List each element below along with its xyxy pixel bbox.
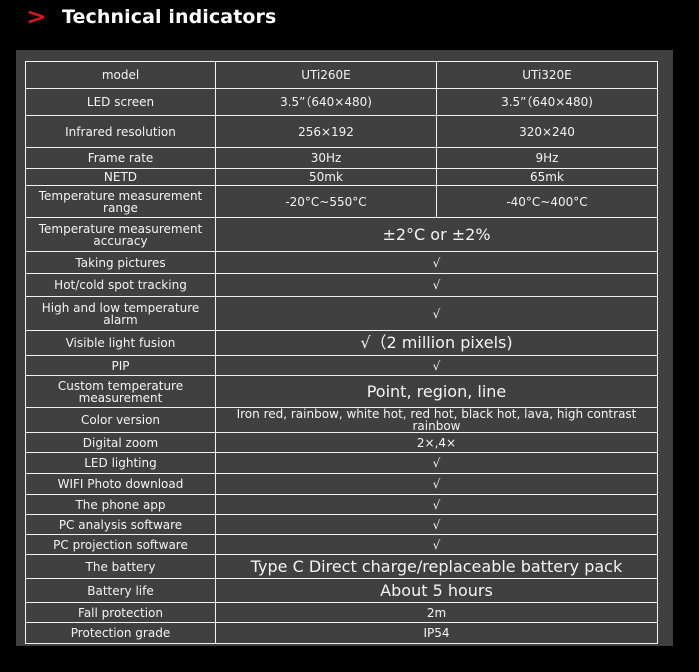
spec-value-uti260e: UTi260E	[215, 61, 437, 89]
spec-value-uti260e: 3.5”（640×480)	[215, 88, 437, 116]
spec-label: Protection grade	[25, 622, 216, 644]
table-row: PC analysis software √	[25, 514, 658, 535]
spec-label: Custom temperature measurement	[25, 375, 216, 408]
spec-label: Visible light fusion	[25, 330, 216, 356]
table-row: The battery Type C Direct charge/replacea…	[25, 554, 658, 579]
table-row: Battery life About 5 hours	[25, 578, 658, 603]
spec-value: ±2°C or ±2%	[215, 217, 658, 252]
spec-label: model	[25, 61, 216, 89]
spec-value: √	[215, 473, 658, 495]
spec-label: Digital zoom	[25, 432, 216, 453]
spec-value: IP54	[215, 622, 658, 644]
table-row: model UTi260E UTi320E	[25, 61, 658, 89]
table-row: Hot/cold spot tracking √	[25, 273, 658, 297]
spec-label: PC analysis software	[25, 514, 216, 535]
spec-value: √	[215, 251, 658, 274]
spec-label: LED screen	[25, 88, 216, 116]
spec-value: Point, region, line	[215, 375, 658, 408]
spec-value-uti320e: UTi320E	[436, 61, 658, 89]
table-row: Frame rate 30Hz 9Hz	[25, 147, 658, 169]
spec-value: Type C Direct charge/replaceable battery…	[215, 554, 658, 579]
spec-label: Hot/cold spot tracking	[25, 273, 216, 297]
spec-value: 2m	[215, 602, 658, 623]
spec-value: Iron red, rainbow, white hot, red hot, b…	[215, 407, 658, 433]
spec-label: PIP	[25, 355, 216, 376]
spec-value: √	[215, 273, 658, 297]
spec-value-uti320e: 3.5”（640×480)	[436, 88, 658, 116]
spec-label: Taking pictures	[25, 251, 216, 274]
spec-value: √	[215, 452, 658, 474]
table-row: High and low temperature alarm √	[25, 296, 658, 331]
spec-value: About 5 hours	[215, 578, 658, 603]
spec-label: PC projection software	[25, 534, 216, 555]
spec-value: √	[215, 494, 658, 515]
spec-value-uti260e: 256×192	[215, 115, 437, 148]
spec-label: Frame rate	[25, 147, 216, 169]
table-row: WIFI Photo download √	[25, 473, 658, 495]
spec-label: Fall protection	[25, 602, 216, 623]
table-row: Color version Iron red, rainbow, white ho…	[25, 407, 658, 433]
spec-label: Infrared resolution	[25, 115, 216, 148]
table-row: PC projection software √	[25, 534, 658, 555]
spec-value-uti320e: 65mk	[436, 168, 658, 186]
spec-value-uti260e: 30Hz	[215, 147, 437, 169]
spec-label: The phone app	[25, 494, 216, 515]
section-header: > Technical indicators	[26, 4, 277, 30]
table-row: Fall protection 2m	[25, 602, 658, 623]
spec-value-uti320e: 320×240	[436, 115, 658, 148]
spec-label: The battery	[25, 554, 216, 579]
spec-label: Temperature measurement accuracy	[25, 217, 216, 252]
table-row: NETD 50mk 65mk	[25, 168, 658, 186]
spec-value-uti260e: 50mk	[215, 168, 437, 186]
spec-value: √	[215, 296, 658, 331]
spec-panel: model UTi260E UTi320E LED screen 3.5”（640×48…	[16, 50, 673, 646]
spec-value: √	[215, 355, 658, 376]
spec-value: √	[215, 514, 658, 535]
spec-label: Temperature measurement range	[25, 185, 216, 218]
table-row: PIP √	[25, 355, 658, 376]
table-row: Temperature measurement range -20°C~550°C…	[25, 185, 658, 218]
spec-label: High and low temperature alarm	[25, 296, 216, 331]
spec-value-uti320e: -40°C~400°C	[436, 185, 658, 218]
spec-value: √（2 million pixels)	[215, 330, 658, 356]
spec-value-uti260e: -20°C~550°C	[215, 185, 437, 218]
spec-label: WIFI Photo download	[25, 473, 216, 495]
spec-value: 2×,4×	[215, 432, 658, 453]
table-row: Custom temperature measurement Point, reg…	[25, 375, 658, 408]
spec-value-uti320e: 9Hz	[436, 147, 658, 169]
table-row: Protection grade IP54	[25, 622, 658, 644]
table-row: Digital zoom 2×,4×	[25, 432, 658, 453]
table-row: LED screen 3.5”（640×480) 3.5”（640×480)	[25, 88, 658, 116]
table-row: Temperature measurement accuracy ±2°C or …	[25, 217, 658, 252]
table-row: Infrared resolution 256×192 320×240	[25, 115, 658, 148]
table-row: Visible light fusion √（2 million pixels)	[25, 330, 658, 356]
section-title: Technical indicators	[62, 6, 277, 28]
table-row: The phone app √	[25, 494, 658, 515]
spec-label: Battery life	[25, 578, 216, 603]
table-row: Taking pictures √	[25, 251, 658, 274]
spec-label: Color version	[25, 407, 216, 433]
spec-label: NETD	[25, 168, 216, 186]
spec-value: √	[215, 534, 658, 555]
spec-label: LED lighting	[25, 452, 216, 474]
spec-table: model UTi260E UTi320E LED screen 3.5”（640×48…	[25, 61, 658, 644]
table-row: LED lighting √	[25, 452, 658, 474]
chevron-right-icon: >	[26, 4, 47, 30]
